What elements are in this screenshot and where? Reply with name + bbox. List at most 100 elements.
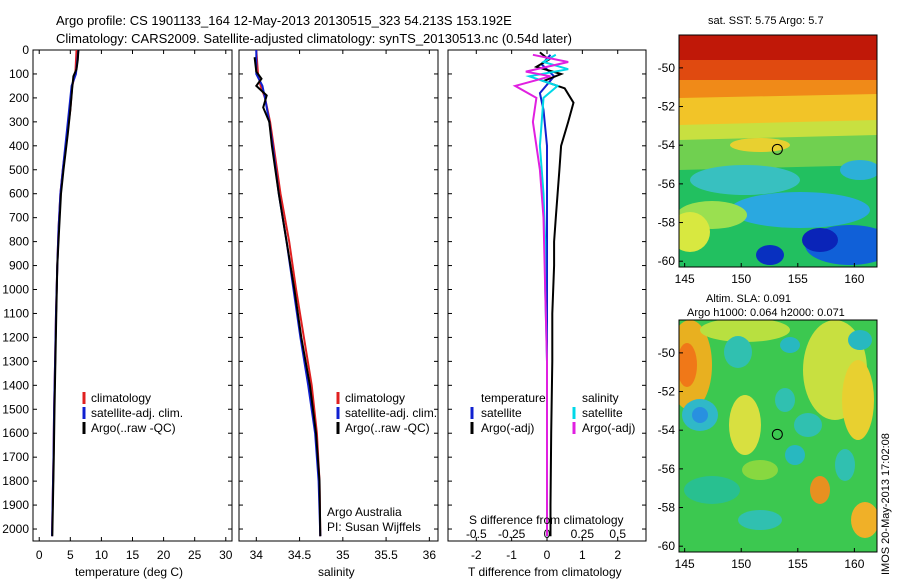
series-line-climatology bbox=[255, 49, 322, 537]
x-tick-label: 35.5 bbox=[374, 548, 398, 562]
map-x-tick-label: 150 bbox=[731, 557, 751, 571]
t-tick-label: -2 bbox=[471, 548, 482, 562]
salinity-xlabel: salinity bbox=[318, 565, 355, 579]
y-tick-label: 1500 bbox=[2, 402, 29, 416]
sst-map-argo-marker bbox=[771, 143, 783, 155]
difference-legend-temperature: temperature satellite Argo(-adj) bbox=[470, 391, 546, 435]
header-line-1: Argo profile: CS 1901133_164 12-May-2013… bbox=[56, 13, 512, 28]
map-y-tick-label: -52 bbox=[658, 385, 676, 399]
y-tick-label: 500 bbox=[9, 163, 29, 177]
legend-label-argo: Argo(..raw -QC) bbox=[345, 421, 430, 435]
y-tick-label: 400 bbox=[9, 139, 29, 153]
side-stamp: IMOS 20-May-2013 17:02:08 bbox=[880, 433, 892, 575]
series-line-s-satellite bbox=[525, 53, 569, 537]
map-y-tick-label: -50 bbox=[658, 346, 676, 360]
x-tick-label: 0 bbox=[36, 548, 43, 562]
sla-map-axes: 145 150 155 160 -50 -52 -54 -56 -58 -60 bbox=[658, 346, 865, 571]
sla-map-field bbox=[679, 320, 877, 552]
map-x-tick-label: 145 bbox=[675, 557, 695, 571]
y-tick-label: 1000 bbox=[2, 283, 29, 297]
temperature-legend: climatology satellite-adj. clim. Argo(..… bbox=[82, 391, 183, 435]
map-x-tick-label: 155 bbox=[788, 272, 808, 286]
y-tick-label: 600 bbox=[9, 187, 29, 201]
legend-label-t-argo: Argo(-adj) bbox=[481, 421, 534, 435]
credit-line-2: PI: Susan Wijffels bbox=[327, 520, 421, 534]
s-tick-label: -0.5 bbox=[466, 527, 487, 541]
sst-map-frame bbox=[678, 34, 878, 268]
x-tick-label: 25 bbox=[188, 548, 202, 562]
map-y-tick-label: -50 bbox=[658, 61, 676, 75]
legend-label-argo: Argo(..raw -QC) bbox=[91, 421, 176, 435]
map-y-tick-label: -56 bbox=[658, 462, 676, 476]
x-tick-label: 35 bbox=[336, 548, 350, 562]
map-y-tick-label: -54 bbox=[658, 138, 676, 152]
difference-top-label: S difference from climatology bbox=[469, 513, 624, 527]
y-tick-label: 1200 bbox=[2, 330, 29, 344]
y-tick-label: 1600 bbox=[2, 426, 29, 440]
salinity-legend: climatology satellite-adj. clim. Argo(..… bbox=[327, 391, 437, 534]
y-tick-label: 1400 bbox=[2, 378, 29, 392]
s-tick-label: 0.5 bbox=[609, 527, 626, 541]
x-tick-label: 34 bbox=[250, 548, 264, 562]
t-tick-label: 0 bbox=[544, 548, 551, 562]
map-x-tick-label: 160 bbox=[844, 272, 864, 286]
x-tick-label: 20 bbox=[157, 548, 171, 562]
salinity-chart: 34 34.5 35 35.5 36 bbox=[239, 49, 438, 562]
x-tick-label: 30 bbox=[219, 548, 233, 562]
y-tick-label: 1800 bbox=[2, 474, 29, 488]
difference-chart: -2 -1 0 1 2-0.5 -0.25 0 0.25 0.5 bbox=[448, 49, 646, 562]
series-line-argo-raw-qc- bbox=[253, 57, 322, 537]
series-line-argo-raw-qc- bbox=[51, 49, 80, 537]
credit-line-1: Argo Australia bbox=[327, 505, 402, 519]
header-line-2: Climatology: CARS2009. Satellite-adjuste… bbox=[56, 31, 572, 46]
y-tick-label: 1100 bbox=[3, 306, 29, 320]
legend-label-climatology: climatology bbox=[91, 391, 151, 405]
sla-map-argo-marker bbox=[771, 428, 783, 440]
difference-legend-salinity: salinity satellite Argo(-adj) bbox=[572, 391, 635, 435]
map-y-tick-label: -60 bbox=[658, 254, 676, 268]
x-tick-label: 15 bbox=[126, 548, 140, 562]
y-tick-label: 0 bbox=[22, 43, 29, 57]
y-tick-label: 800 bbox=[9, 235, 29, 249]
temperature-axes bbox=[32, 49, 233, 542]
map-y-tick-label: -54 bbox=[658, 423, 676, 437]
legend-title-temperature: temperature bbox=[481, 391, 546, 405]
y-tick-label: 300 bbox=[9, 115, 29, 129]
sla-map-frame bbox=[678, 319, 878, 553]
temperature-chart: 0100200300400500600700800900100011001200… bbox=[2, 43, 232, 562]
x-tick-label: 36 bbox=[423, 548, 437, 562]
salinity-axes bbox=[238, 49, 439, 542]
x-tick-label: 34.5 bbox=[288, 548, 312, 562]
y-tick-label: 100 bbox=[9, 67, 29, 81]
map-x-tick-label: 160 bbox=[844, 557, 864, 571]
y-tick-label: 1900 bbox=[2, 498, 29, 512]
t-tick-label: 2 bbox=[614, 548, 621, 562]
series-line-satellite-adj-clim- bbox=[255, 50, 322, 537]
y-tick-label: 2000 bbox=[2, 522, 29, 536]
map-y-tick-label: -56 bbox=[658, 177, 676, 191]
series-line-t-argo-adj- bbox=[533, 51, 575, 537]
difference-xlabel: T difference from climatology bbox=[468, 565, 622, 579]
map-x-tick-label: 155 bbox=[788, 557, 808, 571]
series-line-s-argo-adj- bbox=[512, 53, 569, 537]
map-y-tick-label: -58 bbox=[658, 501, 676, 515]
legend-label-t-satellite: satellite bbox=[481, 406, 522, 420]
x-tick-label: 10 bbox=[95, 548, 109, 562]
map-x-tick-label: 150 bbox=[731, 272, 751, 286]
map-y-tick-label: -58 bbox=[658, 216, 676, 230]
sst-map-title: sat. SST: 5.75 Argo: 5.7 bbox=[708, 15, 824, 27]
sla-map-title-2: Argo h1000: 0.064 h2000: 0.071 bbox=[687, 307, 845, 319]
map-y-tick-label: -60 bbox=[658, 539, 676, 553]
sla-map-title-1: Altim. SLA: 0.091 bbox=[706, 293, 791, 305]
sst-map-field bbox=[679, 35, 877, 267]
y-tick-label: 1300 bbox=[2, 354, 29, 368]
y-tick-label: 900 bbox=[9, 259, 29, 273]
t-tick-label: 1 bbox=[579, 548, 586, 562]
x-tick-label: 5 bbox=[67, 548, 74, 562]
y-tick-label: 1700 bbox=[2, 450, 29, 464]
temperature-xlabel: temperature (deg C) bbox=[75, 565, 183, 579]
s-tick-label: 0.25 bbox=[571, 527, 595, 541]
t-tick-label: -1 bbox=[506, 548, 517, 562]
legend-label-satellite: satellite-adj. clim. bbox=[91, 406, 183, 420]
